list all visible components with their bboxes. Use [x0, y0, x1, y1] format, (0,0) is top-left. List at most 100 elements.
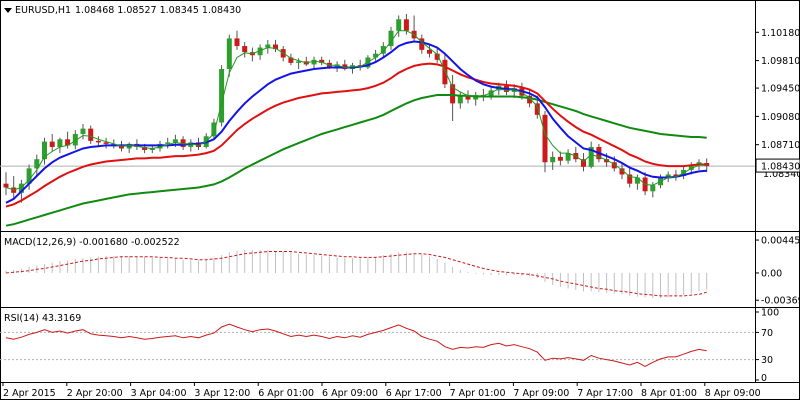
candle-bear [673, 174, 679, 177]
current-price-label: 1.08430 [761, 162, 800, 173]
time-tick-label: 6 Apr 17:00 [386, 388, 442, 399]
candle-bull [380, 46, 386, 54]
candle-bull [688, 164, 694, 170]
rsi-tick-label: 0 [761, 373, 767, 384]
candle-bull [396, 19, 402, 31]
candle-bear [319, 59, 325, 63]
candle-bear [88, 128, 94, 141]
candle-bear [465, 95, 471, 100]
candle-bull [588, 146, 594, 167]
macd-tick-label: -0.00369 [761, 296, 800, 307]
candle-bear [604, 159, 610, 163]
price-tick-label: 1.08710 [761, 140, 800, 151]
symbol-header: EURUSD,H1 1.08468 1.08527 1.08345 1.0843… [4, 5, 241, 16]
partially-hidden-price-label: 1.08340 [763, 169, 800, 180]
candle-bear [273, 44, 278, 50]
candle-bear [403, 19, 409, 31]
candle-bear [234, 38, 240, 47]
candle-bull [550, 156, 556, 163]
symbol-label: EURUSD,H1 [15, 5, 71, 16]
candle-bull [172, 139, 178, 143]
candle-bull [165, 142, 171, 144]
candle-bull [80, 128, 86, 134]
candle-bear [450, 84, 456, 104]
macd-tick-label: 0.00 [761, 268, 782, 279]
candle-bull [72, 133, 78, 146]
candle-bear [180, 139, 186, 147]
macd-signal-line [5, 251, 707, 297]
candle-bear [627, 174, 633, 184]
candle-bear [527, 95, 533, 104]
ma-line-slow-green [5, 94, 707, 227]
candle-bear [427, 49, 432, 54]
price-pane[interactable] [0, 13, 755, 227]
candle-bear [542, 114, 548, 163]
rsi-label: RSI(14) 43.3169 [4, 313, 81, 324]
current-price-box [755, 158, 800, 173]
candle-bull [257, 47, 263, 56]
ohlc-values: 1.08468 1.08527 1.08345 1.08430 [75, 5, 241, 16]
candle-bull [696, 162, 702, 165]
candle-bear [619, 168, 625, 175]
price-tick-label: 1.09450 [761, 84, 800, 95]
time-tick-label: 7 Apr 17:00 [577, 388, 633, 399]
candle-bull [57, 139, 63, 147]
candle-bear [288, 57, 294, 63]
dropdown-triangle-icon[interactable] [4, 8, 12, 13]
candle-bear [103, 142, 109, 144]
time-tick-label: 6 Apr 01:00 [258, 388, 314, 399]
candle-bear [142, 146, 148, 151]
candle-bear [242, 46, 248, 53]
candle-bull [488, 90, 494, 97]
candle-bull [219, 68, 225, 123]
candle-bull [226, 38, 232, 69]
candle-bull [373, 53, 379, 58]
candle-bear [557, 156, 563, 161]
candle-bull [34, 159, 40, 169]
price-tick-label: 1.09080 [761, 112, 800, 123]
macd-tick-label: 0.00445 [761, 236, 800, 247]
time-tick-label: 3 Apr 04:00 [131, 388, 187, 399]
time-tick-label: 7 Apr 01:00 [450, 388, 506, 399]
candle-bear [49, 141, 55, 147]
time-tick-label: 8 Apr 01:00 [641, 388, 697, 399]
time-tick-label: 6 Apr 09:00 [322, 388, 378, 399]
candle-bull [650, 185, 656, 192]
ma-line-blue [5, 40, 707, 204]
candle-bull [26, 168, 32, 184]
candle-bull [665, 174, 671, 178]
rsi-tick-label: 70 [761, 328, 773, 339]
candle-bull [334, 64, 340, 68]
rsi-line [5, 323, 707, 367]
macd-label: MACD(12,26,9) -0.001680 -0.002522 [4, 237, 180, 248]
candle-bear [65, 139, 71, 146]
time-tick-label: 2 Apr 2015 [3, 388, 56, 399]
rsi-tick-label: 100 [761, 308, 779, 319]
candle-bear [95, 140, 101, 143]
candle-bear [119, 145, 124, 149]
candle-bear [442, 59, 448, 85]
price-tick-label: 1.09810 [761, 56, 800, 67]
time-tick-label: 8 Apr 09:00 [705, 388, 761, 399]
candle-bear [419, 38, 425, 50]
candle-bull [311, 59, 317, 65]
time-tick-label: 7 Apr 09:00 [513, 388, 569, 399]
candle-bull [18, 183, 24, 193]
macd-pane[interactable] [5, 250, 708, 299]
candle-bear [611, 162, 617, 169]
candle-bull [457, 95, 463, 104]
candle-bear [581, 159, 586, 167]
time-tick-label: 3 Apr 12:00 [194, 388, 250, 399]
candle-bull [149, 148, 155, 151]
rsi-pane[interactable] [0, 323, 755, 367]
ma-line-red [5, 62, 707, 208]
candle-bull [42, 141, 47, 160]
candle-bull [388, 30, 394, 47]
time-tick-label: 2 Apr 20:00 [67, 388, 123, 399]
candle-bull [211, 122, 217, 137]
axes: 1.10180 1.09810 1.09450 1.09080 1.08710 1.083… [2, 28, 800, 399]
rsi-tick-label: 30 [761, 355, 773, 366]
